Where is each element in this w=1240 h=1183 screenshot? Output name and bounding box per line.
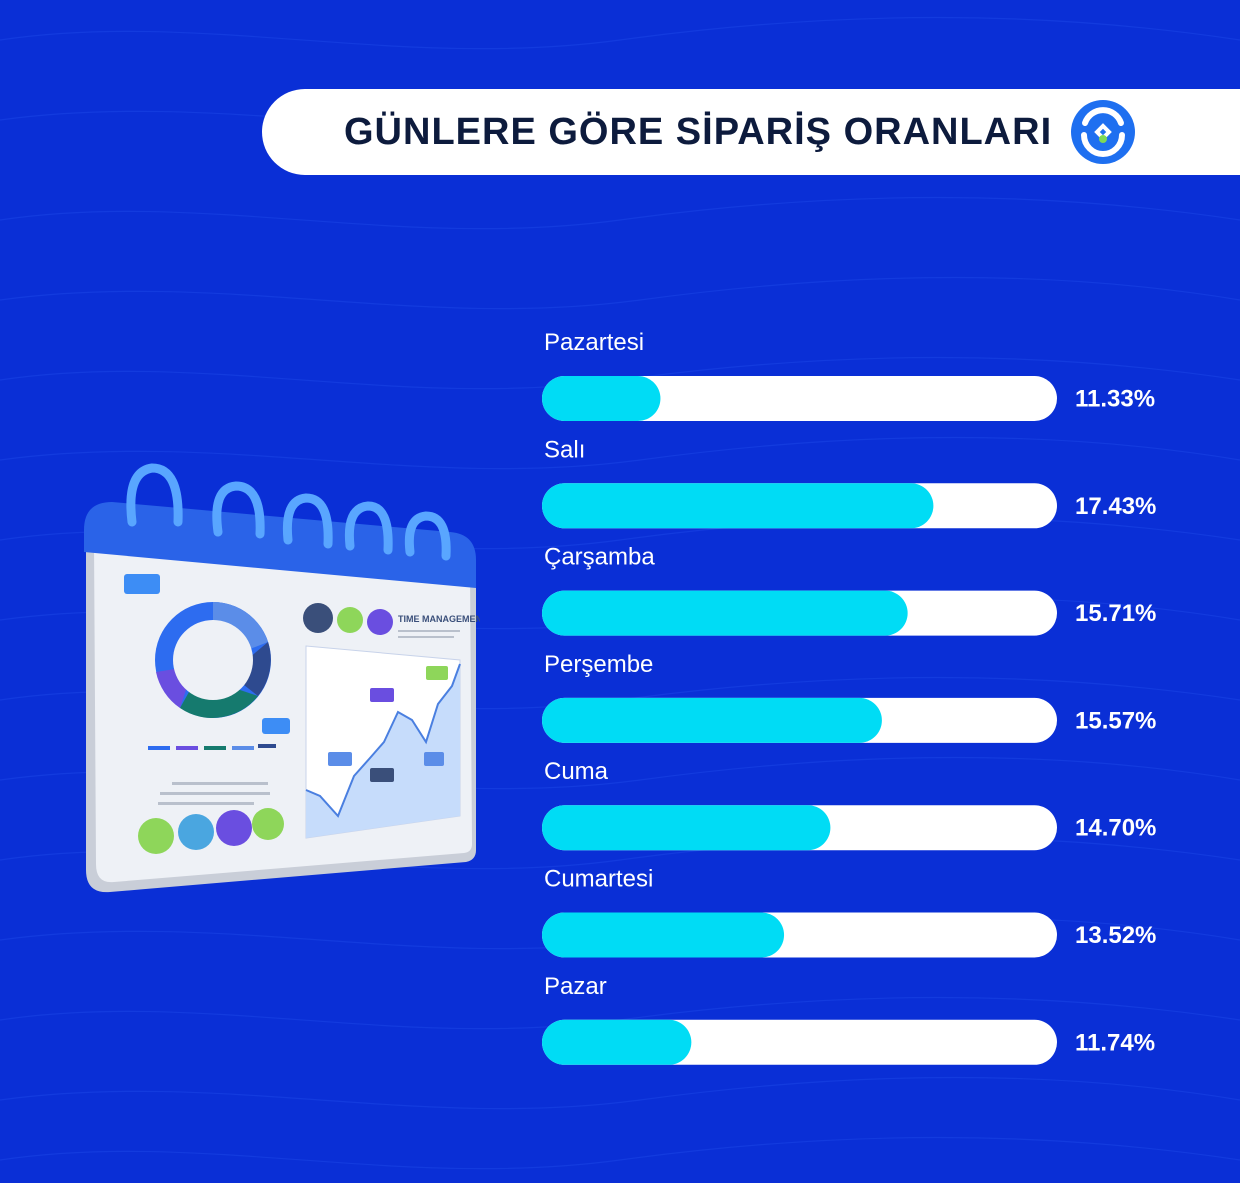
bar-fill xyxy=(542,805,831,851)
category-label: Pazartesi xyxy=(544,329,644,356)
category-label: Cumartesi xyxy=(544,866,653,893)
value-label: 15.71% xyxy=(1075,600,1156,627)
bar-fill xyxy=(542,912,785,958)
value-label: 11.74% xyxy=(1075,1029,1155,1056)
bar-fill xyxy=(542,483,934,529)
illustration-heading: TIME MANAGEMENT xyxy=(398,614,480,624)
brand-logo-icon xyxy=(1071,100,1135,164)
bar-fill xyxy=(542,376,661,421)
bar-fill xyxy=(542,697,882,743)
title-bar: GÜNLERE GÖRE SİPARİŞ ORANLARI xyxy=(262,89,1240,175)
category-label: Salı xyxy=(544,436,585,463)
category-label: Perşembe xyxy=(544,651,653,678)
page-title: GÜNLERE GÖRE SİPARİŞ ORANLARI xyxy=(344,111,1053,153)
value-label: 13.52% xyxy=(1075,922,1156,949)
calendar-dashboard-illustration: TIME MANAGEMENT xyxy=(84,463,480,893)
value-label: 14.70% xyxy=(1075,815,1156,842)
value-label: 11.33% xyxy=(1075,386,1155,413)
category-label: Pazar xyxy=(544,973,607,1000)
value-label: 17.43% xyxy=(1075,493,1156,520)
bar-fill xyxy=(542,590,908,636)
bar-fill xyxy=(542,1019,692,1065)
bar-track xyxy=(542,376,1057,421)
value-label: 15.57% xyxy=(1075,707,1156,734)
category-label: Çarşamba xyxy=(544,544,655,571)
category-label: Cuma xyxy=(544,758,609,785)
